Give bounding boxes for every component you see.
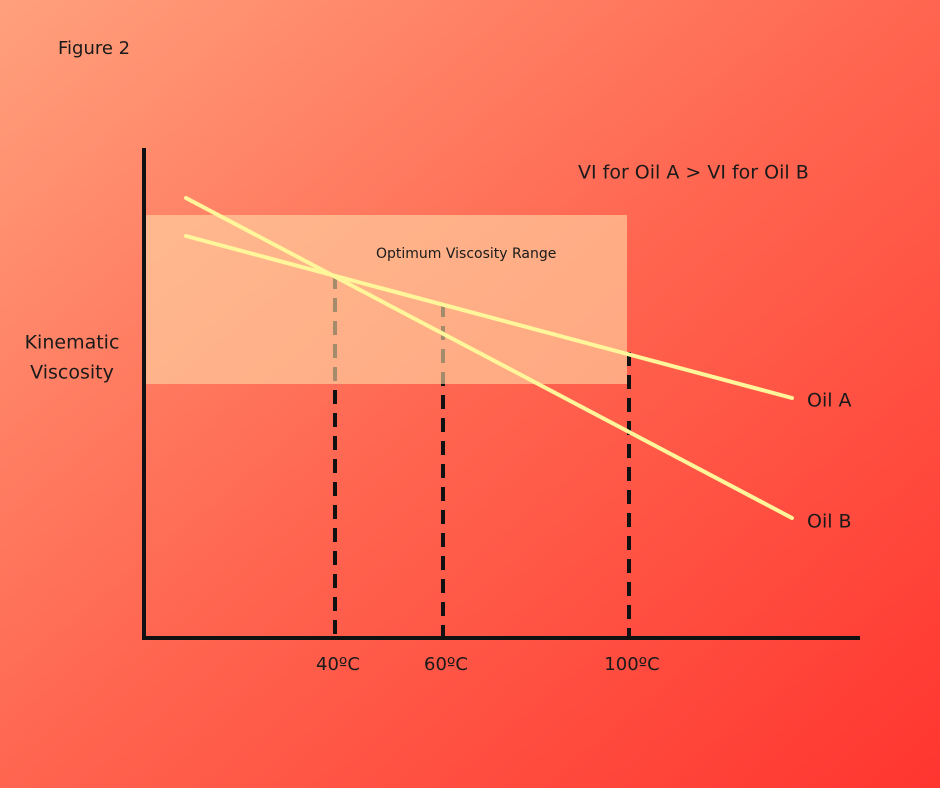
range-label: Optimum Viscosity Range [376,246,556,262]
figure-label: Figure 2 [58,38,130,59]
temperature-label: 100ºC [604,654,659,675]
oil-b-line [184,196,794,520]
temperature-label: 60ºC [424,654,468,675]
oil-label: Oil B [807,511,852,533]
oil-label: Oil A [807,390,852,412]
y-axis-label: Kinematic [25,332,120,354]
optimum-range [145,215,627,384]
temperature-label: 40ºC [316,654,360,675]
note: VI for Oil A > VI for Oil B [578,162,809,184]
oil-a-line [184,234,794,400]
y-axis-label: Viscosity [30,362,114,384]
